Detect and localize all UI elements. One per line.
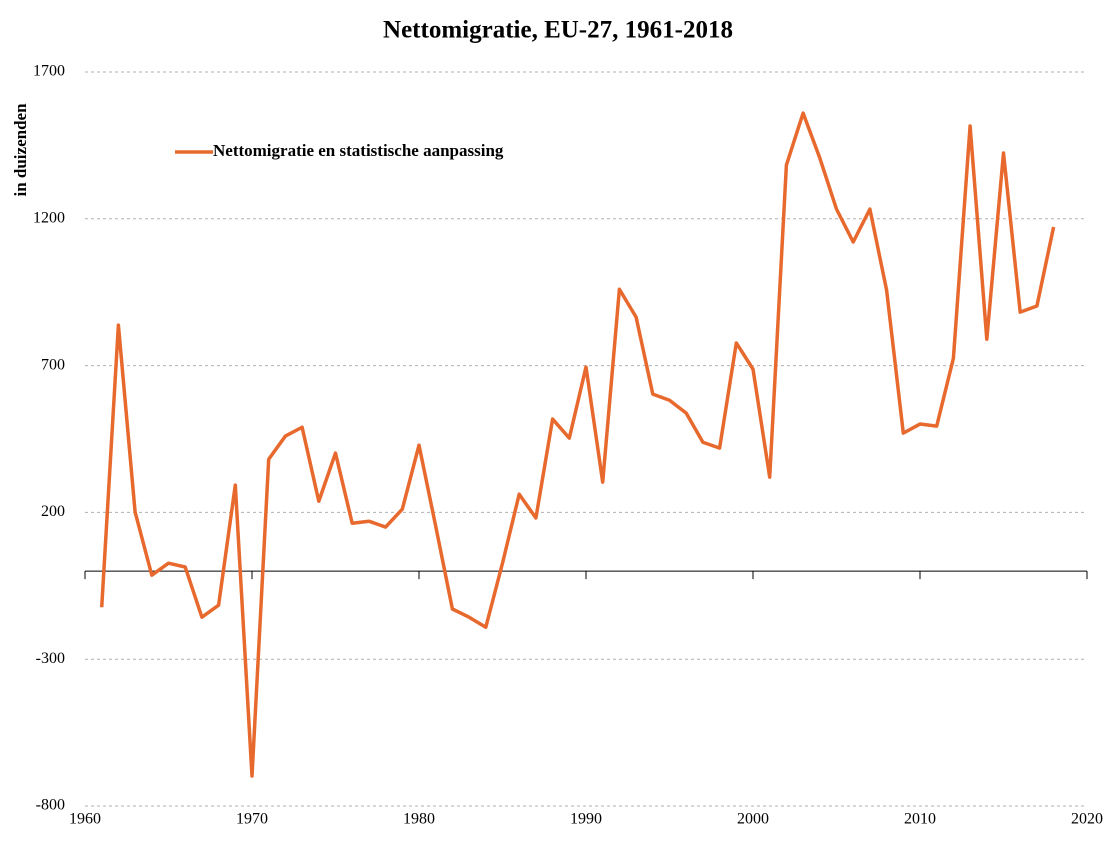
series-line [99,111,1056,778]
x-tick-label: 1990 [570,811,602,828]
y-tick-label: -300 [36,650,65,667]
x-tick-label: 2020 [1071,811,1103,828]
y-tick-label: 200 [41,503,65,520]
y-tick-label: 700 [41,356,65,373]
y-tick-label: 1200 [33,209,65,226]
x-tick-label: 1980 [403,811,435,828]
x-tick-label: 2000 [737,811,769,828]
x-tick-label: 1960 [69,811,101,828]
y-tick-label: -800 [36,797,65,814]
y-tick-label: 1700 [33,63,65,80]
y-axis-label: in duizenden [11,103,30,197]
x-tick-label: 2010 [904,811,936,828]
x-tick-label: 1970 [236,811,268,828]
legend-label: Nettomigratie en statistische aanpassing [213,141,504,160]
chart-title: Nettomigratie, EU-27, 1961-2018 [383,17,733,44]
